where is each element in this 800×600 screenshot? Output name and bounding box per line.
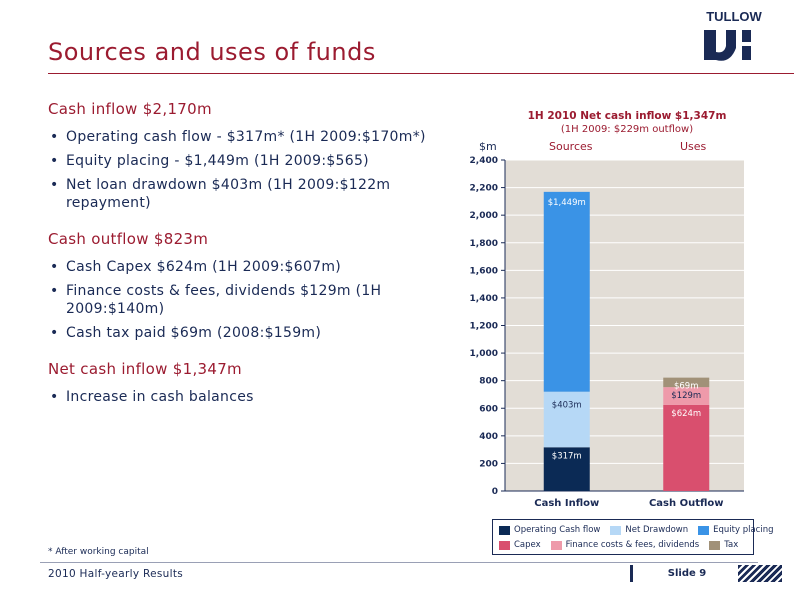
y-tick-label: 400 — [479, 432, 498, 442]
list-item: Equity placing - $1,449m (1H 2009:$565) — [48, 152, 458, 170]
list-item: Cash tax paid $69m (2008:$159m) — [48, 324, 458, 342]
bar-tax — [663, 377, 710, 388]
section-heading-cash-outflow: Cash outflow $823m — [48, 230, 209, 248]
y-tick-label: 1,200 — [470, 322, 498, 332]
bar-equity-placing — [543, 191, 590, 392]
y-tick-label: 2,400 — [470, 156, 498, 166]
logo-brand-text: TULLOW — [706, 9, 762, 24]
tullow-logo: TULLOW — [690, 8, 782, 68]
data-label: $403m — [552, 401, 582, 411]
legend-swatch — [499, 525, 510, 535]
legend-swatch — [610, 525, 622, 535]
list-item: Increase in cash balances — [48, 388, 458, 406]
slide-number: Slide 9 — [630, 565, 741, 582]
chart-header: 1H 2010 Net cash inflow $1,347m (1H 2009… — [488, 110, 766, 135]
y-tick-label: 0 — [492, 487, 498, 497]
y-tick-label: 1,400 — [470, 294, 498, 304]
data-label: $129m — [671, 391, 701, 401]
list-item: Finance costs & fees, dividends $129m (1… — [48, 282, 458, 318]
legend-swatch — [698, 525, 710, 535]
cash-inflow-list: Operating cash flow - $317m* (1H 2009:$1… — [48, 128, 458, 212]
page-title: Sources and uses of funds — [48, 38, 376, 66]
section-heading-net-cash: Net cash inflow $1,347m — [48, 360, 242, 378]
legend-item: Capex — [499, 540, 541, 550]
chart-legend: Operating Cash flow Net Drawdown Equity pl… — [492, 519, 774, 555]
list-item: Net loan drawdown $403m (1H 2009:$122m r… — [48, 176, 458, 212]
list-item: Cash Capex $624m (1H 2009:$607m) — [48, 258, 458, 276]
chart-subtitle: (1H 2009: $229m outflow) — [560, 124, 694, 135]
legend-label: Equity placing — [713, 525, 774, 535]
data-label: $624m — [671, 409, 701, 419]
chart-title: 1H 2010 Net cash inflow $1,347m — [527, 110, 727, 122]
y-tick-label: 1,800 — [470, 239, 498, 249]
net-cash-list: Increase in cash balances — [48, 388, 458, 406]
legend-item: Tax — [709, 540, 738, 550]
y-tick-label: 1,000 — [470, 349, 498, 359]
y-tick-label: 200 — [479, 459, 498, 469]
commentary-panel: Cash inflow $2,170m Operating cash flow … — [48, 100, 458, 424]
legend-item: Equity placing — [698, 525, 774, 535]
title-divider — [48, 73, 794, 74]
y-tick-label: 2,200 — [470, 184, 498, 194]
legend-row: Operating Cash flow Net Drawdown Equity pl… — [499, 523, 774, 537]
legend-label: Tax — [724, 540, 739, 550]
data-label: $317m — [552, 451, 582, 461]
x-category-label: Cash Outflow — [649, 498, 724, 509]
legend-label: Finance costs & fees, dividends — [565, 540, 700, 550]
legend-label: Operating Cash flow — [514, 525, 601, 535]
footer-divider — [40, 562, 758, 563]
footnote: * After working capital — [48, 547, 149, 557]
legend-item: Operating Cash flow — [499, 525, 600, 535]
legend-item: Finance costs & fees, dividends — [550, 540, 700, 550]
y-tick-label: 2,000 — [470, 211, 498, 221]
bar-net-drawdown — [543, 391, 590, 448]
legend-row: Capex Finance costs & fees, dividends Tax — [499, 538, 749, 552]
cash-outflow-list: Cash Capex $624m (1H 2009:$607m) Finance… — [48, 258, 458, 342]
y-axis-unit: $m — [479, 140, 497, 153]
legend-swatch — [709, 540, 721, 550]
data-label: $1,449m — [548, 198, 586, 208]
y-tick-label: 800 — [479, 377, 498, 387]
bar-finance-costs-fees-dividends — [663, 387, 710, 405]
column-header-uses: Uses — [680, 140, 707, 153]
y-tick-label: 1,600 — [470, 266, 498, 276]
legend-item: Net Drawdown — [610, 525, 688, 535]
x-category-label: Cash Inflow — [534, 498, 599, 509]
stacked-bar-chart: 0 200 400 600 800 1,000 1,200 1,400 1,600 1,800 2,… — [470, 156, 744, 509]
data-label: $69m — [674, 382, 699, 392]
legend-label: Net Drawdown — [625, 525, 689, 535]
section-heading-cash-inflow: Cash inflow $2,170m — [48, 100, 212, 118]
logo-mark — [704, 30, 751, 61]
column-header-sources: Sources — [549, 140, 593, 153]
legend-label: Capex — [514, 540, 541, 550]
bar-capex — [663, 404, 710, 491]
y-tick-label: 600 — [479, 404, 498, 414]
footer-stripes — [738, 565, 782, 582]
legend-swatch — [499, 540, 510, 550]
list-item: Operating cash flow - $317m* (1H 2009:$1… — [48, 128, 458, 146]
legend-swatch — [550, 540, 562, 550]
footer-title: 2010 Half-yearly Results — [48, 568, 184, 580]
bar-operating-cash-flow — [543, 447, 590, 491]
